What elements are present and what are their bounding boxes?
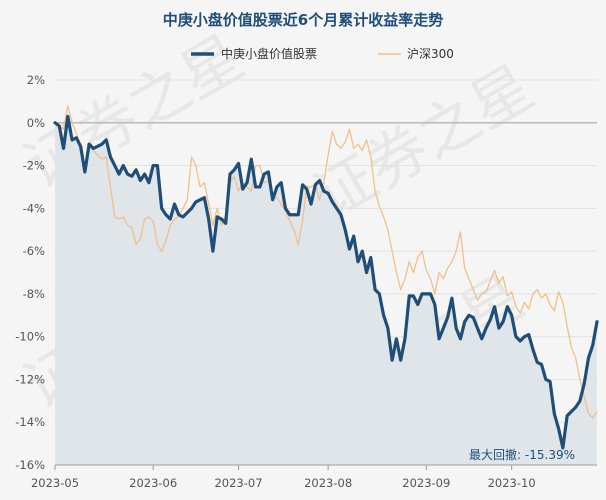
- y-tick-label: -4%: [23, 201, 45, 215]
- x-tick-label: 2023-09: [402, 476, 450, 490]
- y-tick-label: -2%: [23, 159, 45, 173]
- x-tick-label: 2023-10: [488, 476, 536, 490]
- y-tick-label: -10%: [15, 330, 45, 344]
- watermark-text: 证券之星: [303, 52, 546, 233]
- y-tick-label: 0%: [27, 116, 45, 130]
- chart-title: 中庚小盘价值股票近6个月累计收益率走势: [163, 11, 443, 29]
- series-line-fund: [53, 114, 599, 450]
- legend-label-fund: 中庚小盘价值股票: [221, 46, 317, 61]
- max-drawdown-annotation: 最大回撤: -15.39%: [469, 447, 575, 462]
- x-tick-label: 2023-06: [129, 476, 177, 490]
- y-tick-label: -12%: [15, 372, 45, 386]
- x-tick-label: 2023-07: [214, 476, 262, 490]
- y-tick-label: -8%: [23, 287, 45, 301]
- y-tick-label: -14%: [15, 415, 45, 429]
- fund-area: [55, 116, 597, 466]
- x-tick-label: 2023-05: [31, 476, 79, 490]
- legend-label-hs300: 沪深300: [407, 47, 454, 61]
- x-tick-label: 2023-08: [304, 476, 352, 490]
- y-tick-label: -6%: [23, 244, 45, 258]
- series-line-hs300: [54, 105, 598, 419]
- y-tick-label: -16%: [15, 458, 45, 472]
- y-tick-label: 2%: [27, 73, 45, 87]
